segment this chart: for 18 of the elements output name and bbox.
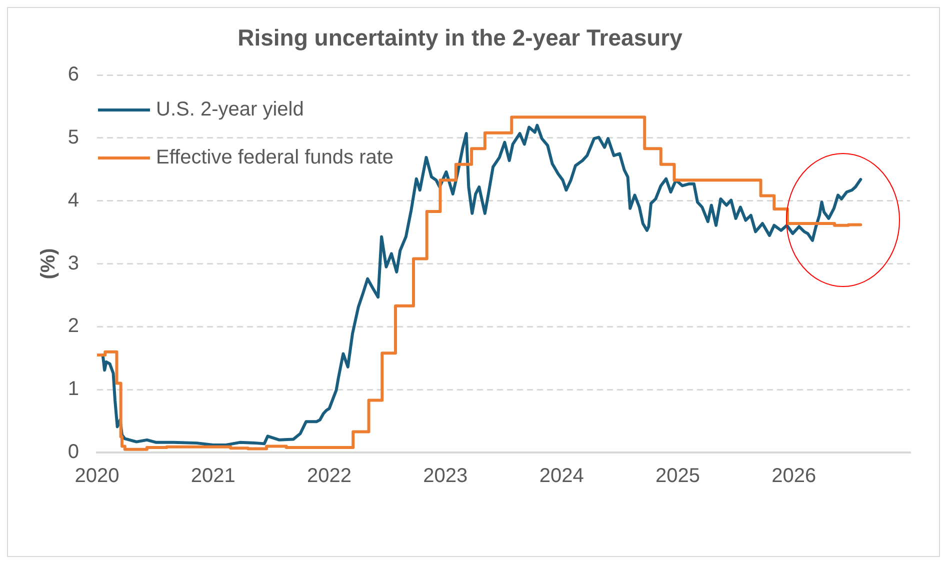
x-tick-label: 2020 bbox=[74, 465, 120, 488]
y-tick-label: 2 bbox=[68, 315, 79, 338]
chart-title: Rising uncertainty in the 2-year Treasury bbox=[238, 24, 683, 50]
x-tick-label: 2026 bbox=[772, 465, 816, 488]
legend-label: Effective federal funds rate bbox=[156, 146, 394, 169]
y-tick-label: 6 bbox=[68, 64, 79, 86]
x-tick-label: 2023 bbox=[423, 465, 468, 488]
x-tick-label: 2025 bbox=[655, 465, 700, 488]
y-tick-label: 1 bbox=[68, 378, 79, 400]
y-tick-label: 5 bbox=[68, 126, 79, 148]
y-tick-label: 4 bbox=[68, 189, 79, 212]
x-tick-label: 2022 bbox=[307, 465, 352, 488]
legend-label: U.S. 2-year yield bbox=[156, 98, 304, 121]
x-tick-label: 2021 bbox=[190, 465, 236, 488]
y-tick-label: 0 bbox=[68, 441, 79, 464]
y-axis-title: (%) bbox=[38, 248, 60, 280]
x-tick-label: 2024 bbox=[539, 465, 584, 488]
y-tick-label: 3 bbox=[68, 252, 79, 274]
